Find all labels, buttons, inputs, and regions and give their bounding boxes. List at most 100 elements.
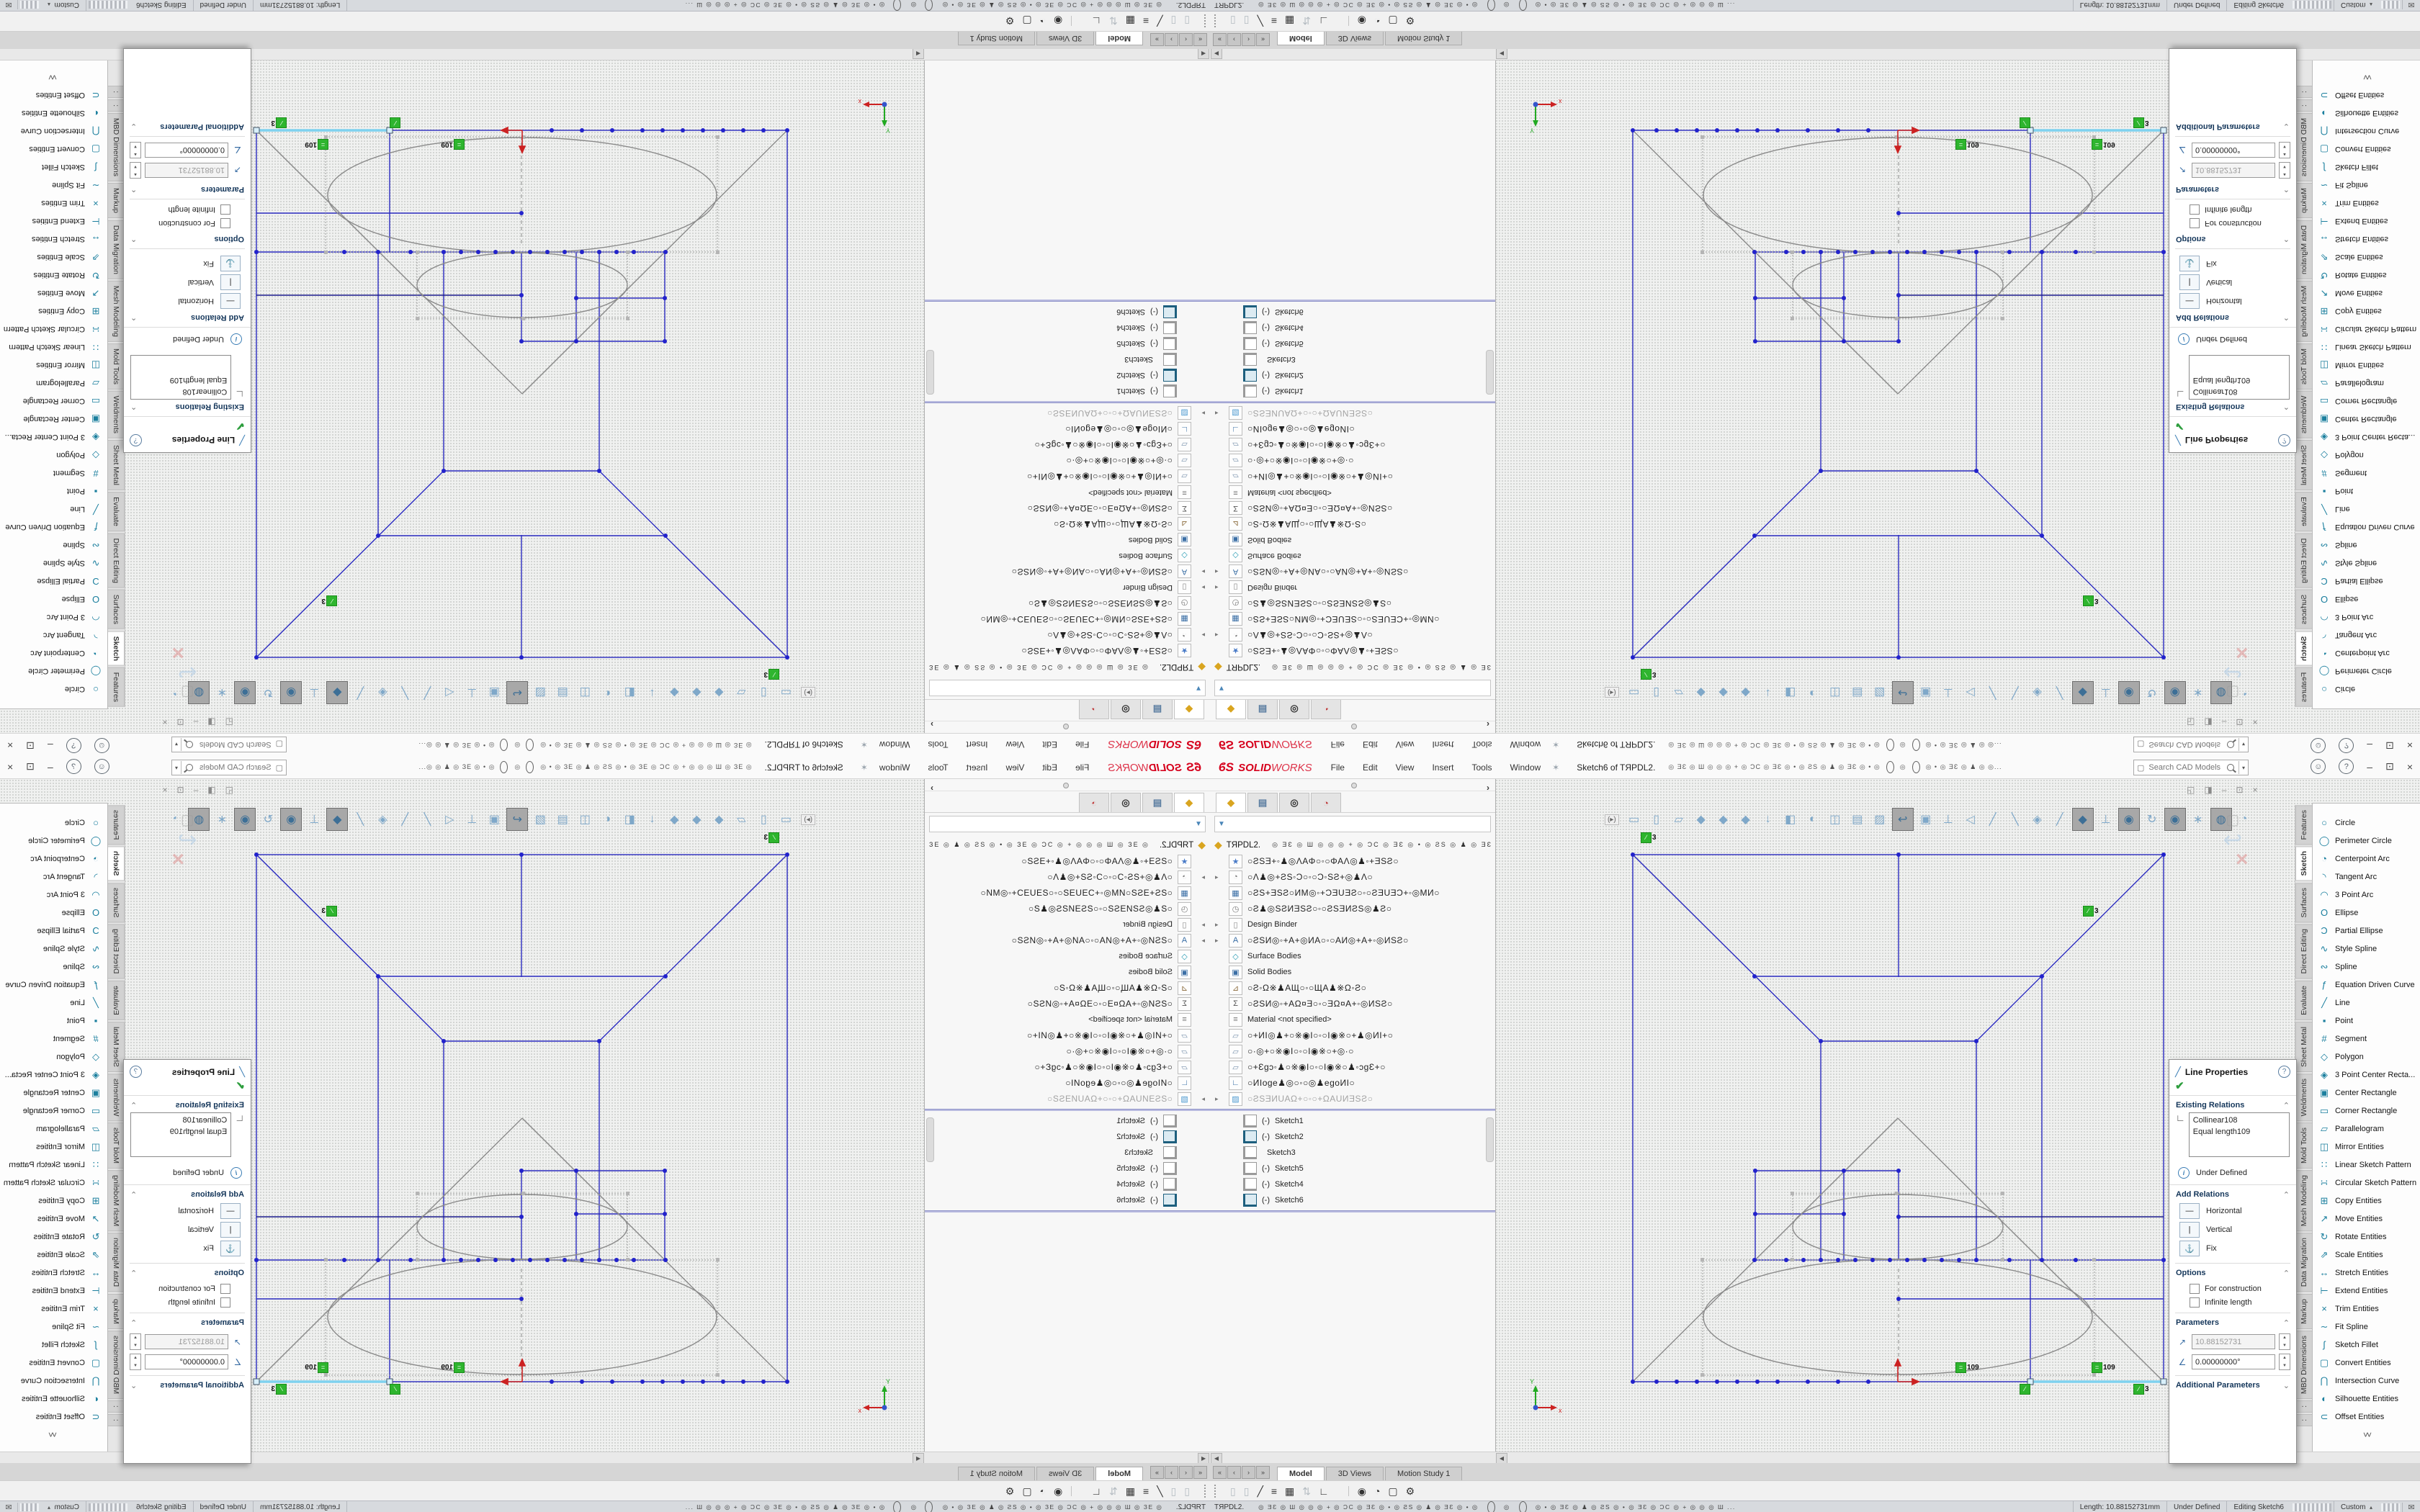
tree-split-divider[interactable]: [925, 1109, 1210, 1111]
flyout-tool-item[interactable]: ▪ Point: [2313, 482, 2420, 500]
flyout-tool-item[interactable]: ◔ Centerpoint Arc: [2313, 850, 2420, 868]
toolbar-icon[interactable]: ◆: [1696, 814, 1706, 826]
doc-window-control-icon[interactable]: ◨: [207, 785, 216, 795]
flyout-tool-item[interactable]: ∷ Linear Sketch Pattern: [2313, 1156, 2420, 1174]
flyout-tool-item[interactable]: ⊂ Offset Entities: [2313, 86, 2420, 104]
toolbar-icon[interactable]: ◉: [234, 808, 256, 831]
expand-arrow-icon[interactable]: ▸: [1215, 873, 1219, 881]
toolbar-icon[interactable]: ◫: [1829, 686, 1841, 698]
section-add-relations[interactable]: Add Relations ⌃: [2176, 1190, 2290, 1200]
collapse-icon[interactable]: ⌃: [130, 234, 138, 243]
toolbar-icon[interactable]: ∗: [2192, 686, 2203, 698]
flyout-tool-item[interactable]: ▭ Corner Rectangle: [2319, 1104, 2398, 1116]
flyout-tool-item[interactable]: ◐ Silhouette Entities: [0, 1390, 107, 1408]
spinner-control[interactable]: ▲ ▼: [130, 1354, 141, 1370]
search-input[interactable]: [194, 762, 273, 773]
filter-box[interactable]: ▼: [1214, 816, 1491, 832]
flyout-tool-item[interactable]: ⇗ Scale Entities: [2313, 1246, 2420, 1264]
command-tab[interactable]: Mesh Modeling: [2295, 280, 2313, 342]
command-tab[interactable]: Data Migration: [107, 220, 125, 279]
relation-entry[interactable]: Equal length109: [169, 376, 228, 384]
tree-item[interactable]: ▸ ◇ Surface Bodies: [925, 948, 1210, 964]
toolbar-grip[interactable]: [1202, 14, 1206, 27]
flyout-tool-item[interactable]: Ɔ Partial Ellipse: [0, 922, 107, 940]
toolbar-icon[interactable]: ↩: [506, 808, 529, 831]
expand-arrow-icon[interactable]: ▸: [1215, 920, 1219, 928]
tab-nav-button[interactable]: ‹: [1227, 33, 1241, 46]
tree-item[interactable]: ▸ ≡ Material <not specified>: [1210, 1012, 1495, 1027]
search-icon[interactable]: [2226, 764, 2234, 771]
tree-item[interactable]: ▸ ▨ ○ƧSƎИUAΩ+○◦○+ΩAUИƎSƧ○: [925, 1091, 1210, 1107]
toolbar-icon[interactable]: ◆: [692, 814, 702, 826]
spinner-control[interactable]: ▲ ▼: [2279, 142, 2290, 158]
command-tab[interactable]: Evaluate: [2295, 980, 2313, 1020]
toolbar-icon[interactable]: ◐: [1809, 813, 1816, 825]
relation-callout[interactable]: ∕ 3: [2133, 117, 2149, 128]
doc-window-control-icon[interactable]: –: [193, 785, 199, 795]
relation-entry[interactable]: Equal length109: [2192, 376, 2251, 384]
expand-icon[interactable]: ⌄: [2282, 1382, 2290, 1390]
tab-nav-button[interactable]: ›: [1242, 1466, 1255, 1479]
flyout-tool-item[interactable]: ○ Circle: [0, 680, 107, 698]
pin-icon[interactable]: ✶: [860, 762, 868, 773]
section-additional-parameters[interactable]: Additional Parameters ⌄: [130, 122, 244, 131]
flyout-tool-item[interactable]: ▭ Corner Rectangle: [22, 1104, 101, 1116]
help-icon[interactable]: ?: [66, 759, 81, 774]
toolbar-icon[interactable]: ◆: [670, 814, 679, 826]
toolbar-icon[interactable]: ╲: [2011, 814, 2019, 826]
expand-icon[interactable]: ⌄: [130, 1382, 138, 1390]
flyout-tool-item[interactable]: ⊞ Copy Entities: [2313, 302, 2420, 320]
tab-nav-button[interactable]: »: [1256, 33, 1270, 46]
flyout-tool-item[interactable]: ◇ Polygon: [0, 1048, 107, 1066]
flyout-tool-item[interactable]: ⊢ Extend Entities: [0, 1282, 107, 1300]
expand-arrow-icon[interactable]: ▸: [1215, 1094, 1219, 1102]
sketch-canvas[interactable]: Y x: [0, 60, 925, 733]
toolbar-icon[interactable]: ◁: [1966, 686, 1975, 698]
confirmation-corner[interactable]: ▢ ↩ ×: [2217, 811, 2248, 870]
user-account-icon[interactable]: ☺: [2311, 738, 2326, 753]
relation-callout[interactable]: ∕ 3: [1641, 669, 1657, 680]
tab-nav-button[interactable]: ›: [1165, 33, 1178, 46]
scroll-left-icon[interactable]: ◀: [1211, 48, 1222, 59]
toolbar-icon[interactable]: ⊥: [467, 814, 478, 826]
bottom-tool-icon[interactable]: ∟: [1091, 1485, 1101, 1497]
tab-nav-button[interactable]: «: [1193, 33, 1207, 46]
command-tab[interactable]: Markup: [107, 183, 125, 219]
command-tab[interactable]: Mold Tools: [2295, 343, 2313, 390]
flyout-tool-item[interactable]: ◝ Tangent Arc: [0, 868, 107, 886]
tree-item[interactable]: ▸ ▨ ○ƧSƎИUAΩ+○◦○+ΩAUИƎSƧ○: [925, 405, 1210, 421]
toolbar-icon[interactable]: ╱: [357, 814, 364, 826]
flyout-tool-item[interactable]: ◝ Tangent Arc: [2313, 868, 2420, 886]
document-tab[interactable]: Motion Study 1: [957, 1467, 1035, 1480]
command-tab[interactable]: Features: [2295, 805, 2313, 845]
toolbar-icon[interactable]: ╲: [401, 686, 409, 698]
close-button[interactable]: ×: [7, 760, 14, 773]
tree-item[interactable]: ▸ A ○ƧSИ◎◦+A+◎ИA○◦○AИ◎+A+◦◎ИSƧ○: [1210, 932, 1495, 948]
relation-callout[interactable]: ∕ 3: [2083, 595, 2099, 606]
tree-item[interactable]: ▸ ▣ Solid Bodies: [925, 964, 1210, 980]
toolbar-icon[interactable]: ⊥: [1942, 814, 1953, 826]
flyout-tool-item[interactable]: ⊂ Offset Entities: [0, 1408, 107, 1426]
dimension-callout[interactable]: = 109: [1955, 139, 1979, 150]
toolbar-icon[interactable]: ◆: [714, 686, 724, 698]
expand-arrow-icon[interactable]: ▸: [1201, 1094, 1205, 1102]
status-custom-dropdown[interactable]: Custom ▴: [41, 0, 87, 11]
flyout-tool-item[interactable]: ◔ Centerpoint Arc: [0, 850, 107, 868]
toolbar-icon[interactable]: ▱: [737, 814, 746, 826]
command-tab[interactable]: Mold Tools: [107, 343, 125, 390]
tree-item[interactable]: ▸ ▦ ○ƧS+ƎSƧ○ИM◎◦+ƆƎUƎƧ○◦○ƧƎUƎƆ+◦◎MИ○: [1210, 611, 1495, 627]
spinner-control[interactable]: ▲ ▼: [2279, 162, 2290, 179]
toolbar-icon[interactable]: ▣: [1920, 814, 1932, 826]
minimize-button[interactable]: –: [47, 760, 53, 773]
document-tab[interactable]: Model: [1277, 32, 1325, 45]
flyout-tool-item[interactable]: ▱ Parallelogram: [0, 1120, 107, 1138]
command-tab[interactable]: Evaluate: [107, 980, 125, 1020]
flyout-tool-item[interactable]: ∾ Spline: [0, 958, 107, 976]
flyout-tool-item[interactable]: ◝ Tangent Arc: [0, 626, 107, 644]
tree-split-divider[interactable]: [925, 401, 1210, 403]
flyout-tool-item[interactable]: ↔ Stretch Entities: [2319, 1267, 2388, 1278]
bottom-tool-icon[interactable]: ▦: [1285, 1485, 1295, 1497]
status-tag-icon[interactable]: ✉: [2402, 1502, 2420, 1512]
command-tab[interactable]: :: [2295, 1413, 2313, 1426]
search-box[interactable]: ▢ ▾: [2133, 737, 2249, 752]
